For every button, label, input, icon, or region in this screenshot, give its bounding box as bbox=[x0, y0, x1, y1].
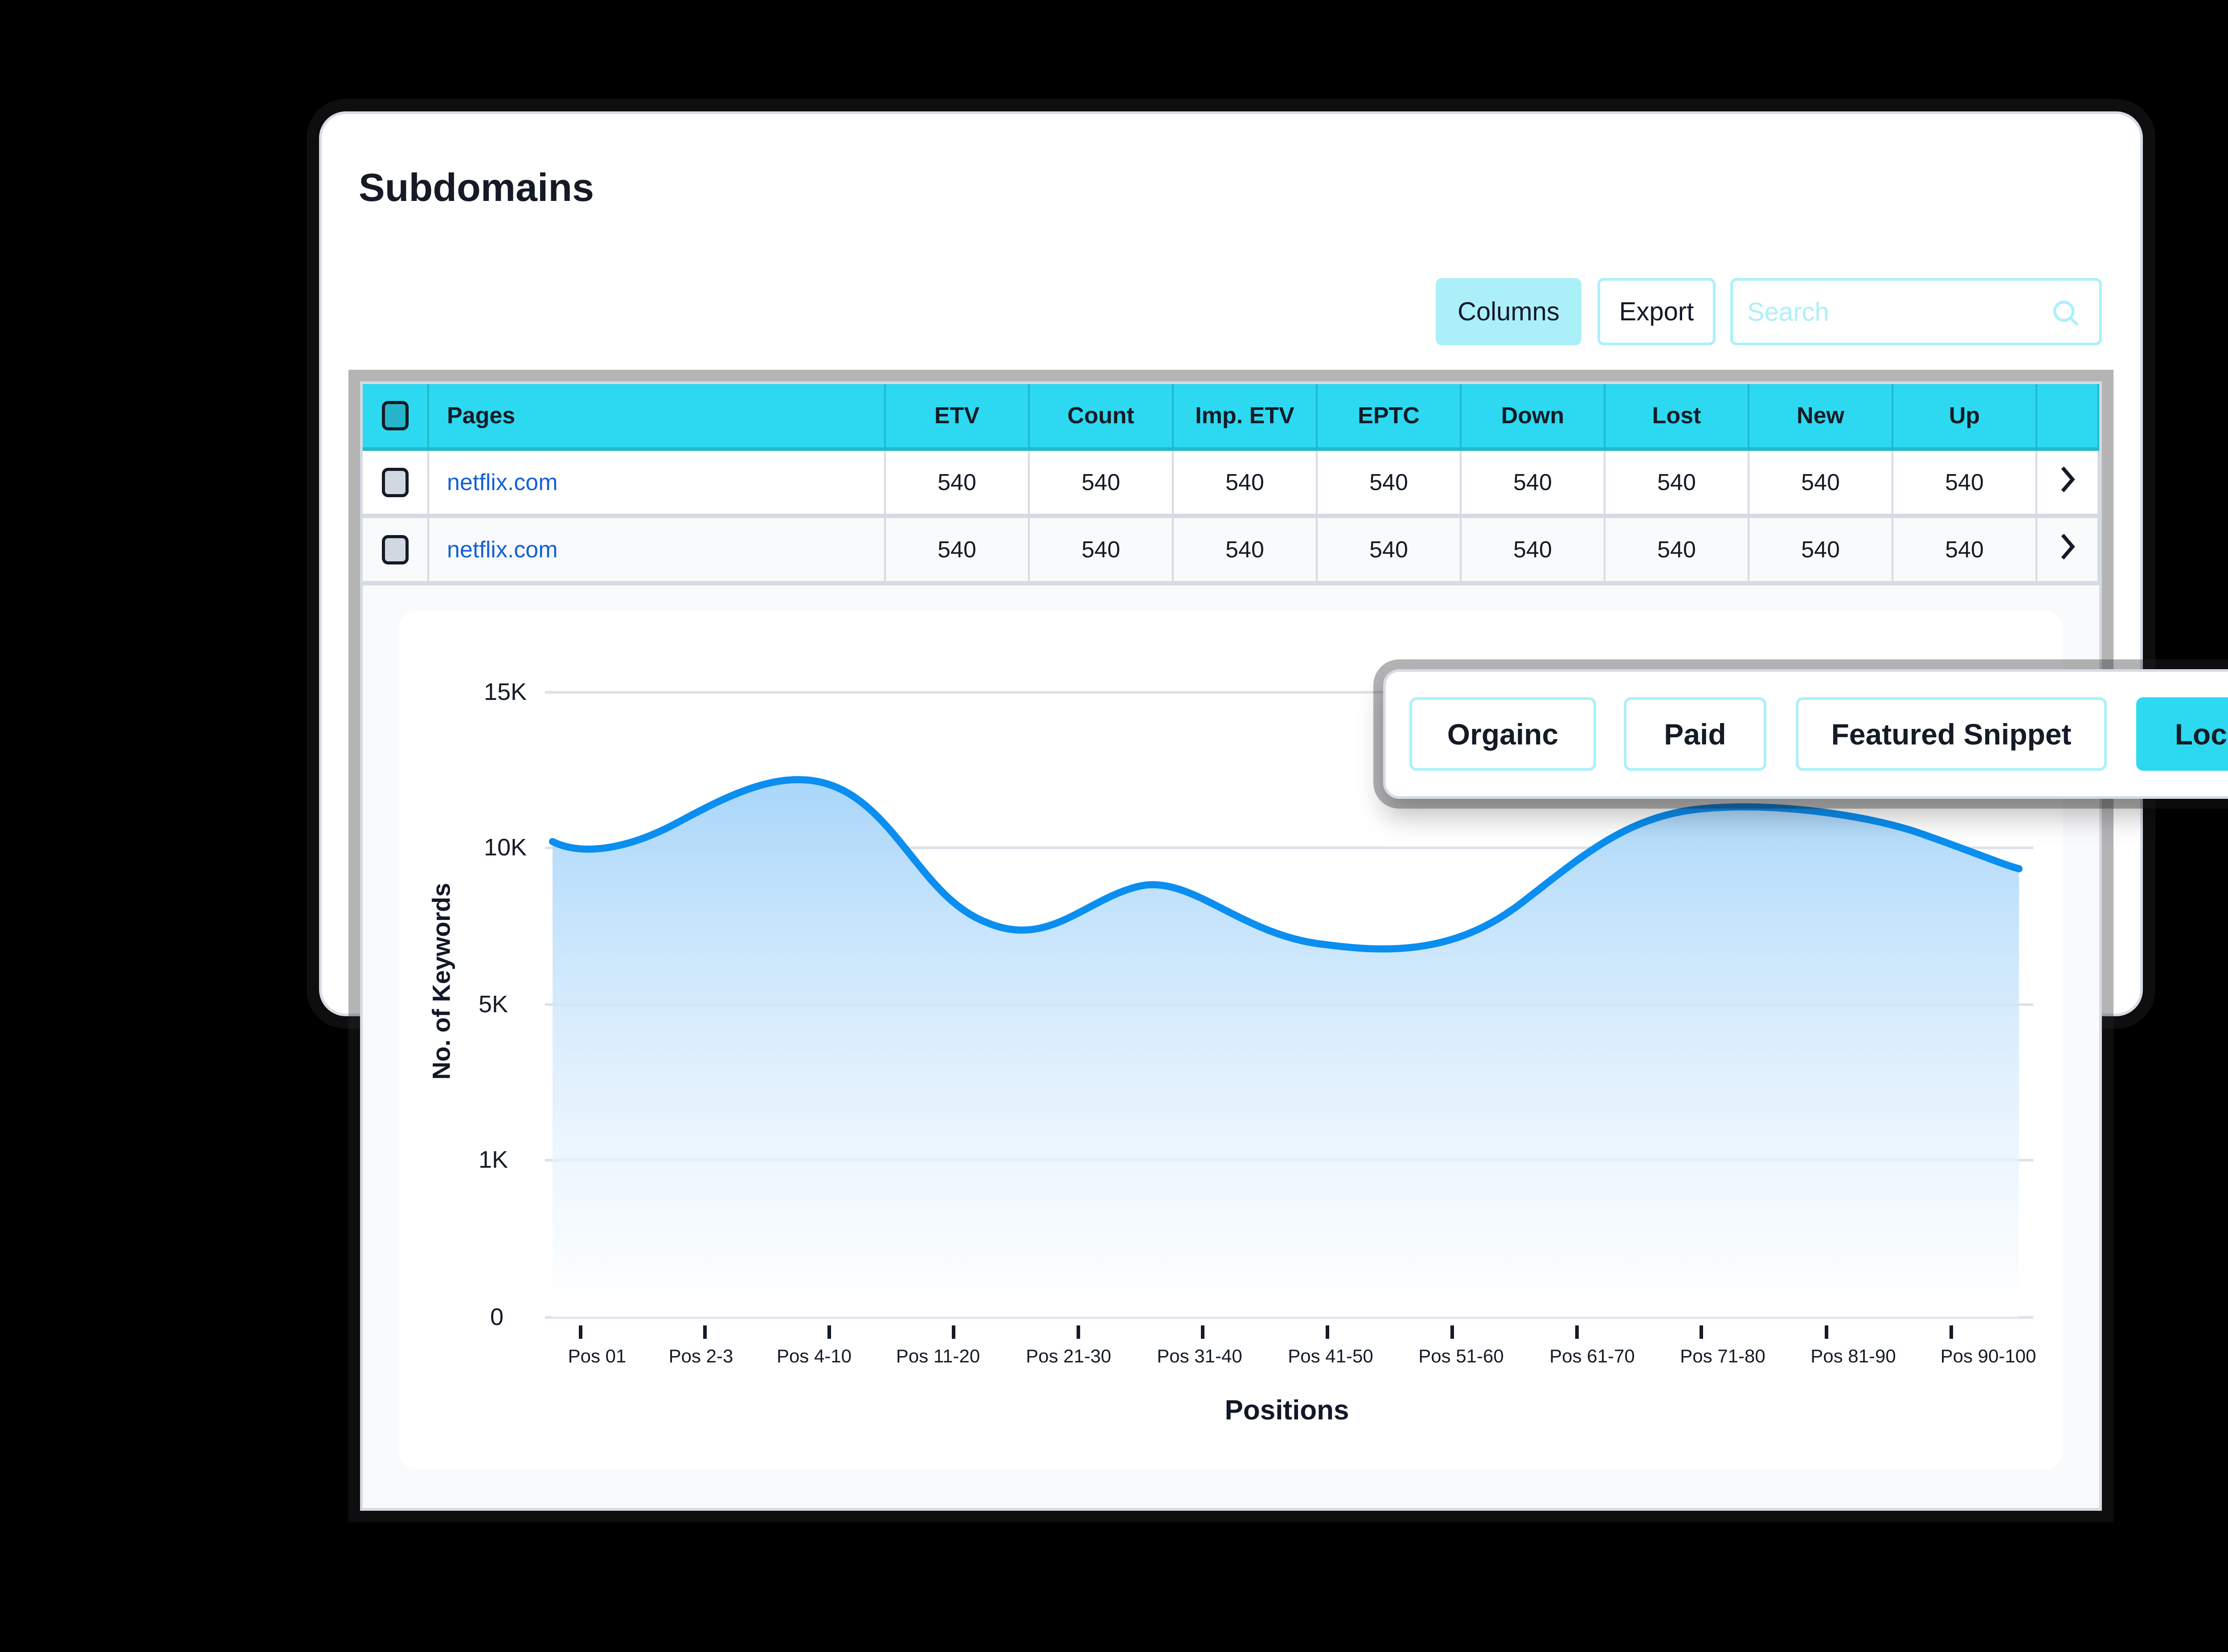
y-axis-label: No. of Keywords bbox=[427, 883, 455, 1080]
search-icon[interactable] bbox=[2050, 298, 2081, 329]
page-link[interactable]: netflix.com bbox=[447, 536, 558, 563]
eptc-cell: 540 bbox=[1317, 449, 1462, 518]
imp-etv-cell: 540 bbox=[1173, 516, 1318, 585]
row-expand-cell[interactable] bbox=[2036, 516, 2099, 585]
eptc-cell: 540 bbox=[1317, 516, 1462, 585]
x-tick-label: Pos 41-50 bbox=[1288, 1345, 1373, 1366]
filter-local-pack-button[interactable]: Local Pack bbox=[2136, 697, 2228, 771]
row-checkbox[interactable] bbox=[381, 535, 409, 564]
row-checkbox[interactable] bbox=[381, 467, 409, 497]
search-input[interactable] bbox=[1746, 281, 2038, 343]
column-header-etv[interactable]: ETV bbox=[885, 384, 1030, 451]
y-tick-label: 0 bbox=[490, 1304, 504, 1330]
page-cell: netflix.com bbox=[428, 516, 886, 585]
table-row[interactable]: netflix.com 540 540 540 540 540 540 540 … bbox=[363, 516, 2099, 585]
x-tick-label: Pos 31-40 bbox=[1157, 1345, 1242, 1366]
up-cell: 540 bbox=[1892, 516, 2037, 585]
filter-organic-button[interactable]: Orgainc bbox=[1409, 697, 1596, 771]
column-header-down[interactable]: Down bbox=[1461, 384, 1605, 451]
columns-button[interactable]: Columns bbox=[1436, 278, 1581, 345]
area-fill bbox=[553, 779, 2019, 1317]
column-header-up[interactable]: Up bbox=[1892, 384, 2037, 451]
column-header-action bbox=[2036, 384, 2099, 451]
etv-cell: 540 bbox=[885, 516, 1030, 585]
up-cell: 540 bbox=[1892, 449, 2037, 518]
x-tick-label: Pos 11-20 bbox=[896, 1345, 980, 1366]
column-header-lost[interactable]: Lost bbox=[1605, 384, 1749, 451]
select-all-cell bbox=[363, 384, 429, 451]
table-header-row: Pages ETV Count Imp. ETV EPTC Down Lost … bbox=[363, 384, 2099, 451]
search-box[interactable] bbox=[1730, 278, 2102, 345]
page-link[interactable]: netflix.com bbox=[447, 469, 558, 495]
count-cell: 540 bbox=[1029, 449, 1174, 518]
new-cell: 540 bbox=[1749, 516, 1893, 585]
y-tick-label: 10K bbox=[483, 834, 527, 861]
new-cell: 540 bbox=[1749, 449, 1893, 518]
etv-cell: 540 bbox=[885, 449, 1030, 518]
x-axis-label: Positions bbox=[1225, 1395, 1349, 1426]
column-header-eptc[interactable]: EPTC bbox=[1317, 384, 1462, 451]
x-tick-label: Pos 81-90 bbox=[1810, 1345, 1896, 1366]
y-tick-label: 1K bbox=[478, 1146, 508, 1173]
column-header-pages[interactable]: Pages bbox=[428, 384, 886, 451]
row-expand-cell[interactable] bbox=[2036, 449, 2099, 518]
filter-paid-button[interactable]: Paid bbox=[1624, 697, 1766, 771]
area-line bbox=[549, 776, 2023, 953]
x-tick-label: Pos 90-100 bbox=[1940, 1345, 2036, 1366]
imp-etv-cell: 540 bbox=[1173, 449, 1318, 518]
column-header-count[interactable]: Count bbox=[1029, 384, 1174, 451]
column-header-imp-etv[interactable]: Imp. ETV bbox=[1173, 384, 1318, 451]
row-select-cell bbox=[363, 516, 429, 585]
column-header-new[interactable]: New bbox=[1749, 384, 1893, 451]
table-row[interactable]: netflix.com 540 540 540 540 540 540 540 … bbox=[363, 449, 2099, 518]
row-select-cell bbox=[363, 449, 429, 518]
chevron-right-icon[interactable] bbox=[2059, 466, 2076, 493]
lost-cell: 540 bbox=[1605, 449, 1749, 518]
chevron-right-icon[interactable] bbox=[2059, 533, 2076, 560]
x-tick-label: Pos 61-70 bbox=[1549, 1345, 1635, 1366]
x-tick-label: Pos 01 bbox=[568, 1345, 627, 1366]
subdomains-table: Pages ETV Count Imp. ETV EPTC Down Lost … bbox=[363, 384, 2099, 585]
down-cell: 540 bbox=[1461, 449, 1605, 518]
x-tick-label: Pos 51-60 bbox=[1418, 1345, 1504, 1366]
filter-featured-snippet-button[interactable]: Featured Snippet bbox=[1796, 697, 2107, 771]
x-tick-label: Pos 4-10 bbox=[776, 1345, 852, 1366]
select-all-checkbox[interactable] bbox=[381, 401, 409, 431]
x-tick-label: Pos 71-80 bbox=[1680, 1345, 1765, 1366]
page-title: Subdomains bbox=[359, 165, 594, 209]
down-cell: 540 bbox=[1461, 516, 1605, 585]
x-ticks bbox=[579, 1325, 1953, 1339]
area-chart bbox=[545, 691, 2033, 1339]
export-button[interactable]: Export bbox=[1597, 278, 1716, 345]
count-cell: 540 bbox=[1029, 516, 1174, 585]
x-tick-label: Pos 2-3 bbox=[668, 1345, 733, 1366]
y-tick-label: 15K bbox=[483, 679, 527, 705]
page-cell: netflix.com bbox=[428, 449, 886, 518]
y-tick-label: 5K bbox=[478, 991, 508, 1018]
x-tick-label: Pos 21-30 bbox=[1026, 1345, 1111, 1366]
lost-cell: 540 bbox=[1605, 516, 1749, 585]
